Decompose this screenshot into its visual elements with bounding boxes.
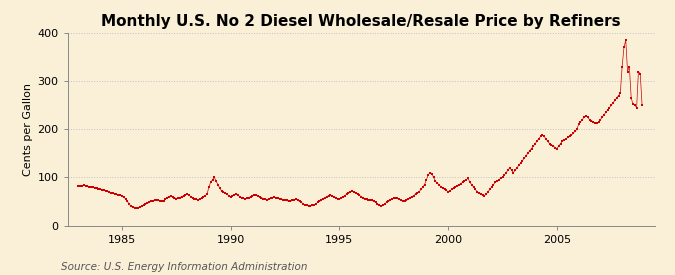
Title: Monthly U.S. No 2 Diesel Wholesale/Resale Price by Refiners: Monthly U.S. No 2 Diesel Wholesale/Resal…	[101, 14, 621, 29]
Y-axis label: Cents per Gallon: Cents per Gallon	[23, 83, 33, 176]
Text: Source: U.S. Energy Information Administration: Source: U.S. Energy Information Administ…	[61, 262, 307, 272]
